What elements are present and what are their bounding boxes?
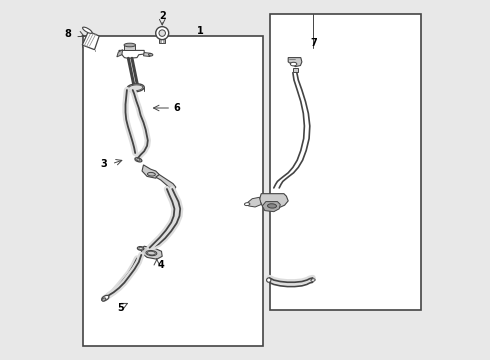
Ellipse shape xyxy=(245,203,250,206)
Polygon shape xyxy=(82,31,99,50)
Ellipse shape xyxy=(137,159,140,161)
Polygon shape xyxy=(248,197,261,207)
Text: 1: 1 xyxy=(196,26,203,36)
Text: 4: 4 xyxy=(158,260,165,270)
Ellipse shape xyxy=(139,247,143,249)
Ellipse shape xyxy=(102,295,109,301)
Ellipse shape xyxy=(148,53,153,56)
Polygon shape xyxy=(262,202,280,212)
Ellipse shape xyxy=(128,85,143,91)
Polygon shape xyxy=(156,175,176,190)
Polygon shape xyxy=(288,58,302,67)
Ellipse shape xyxy=(268,204,276,208)
Ellipse shape xyxy=(267,278,271,282)
Text: 7: 7 xyxy=(310,38,317,48)
Ellipse shape xyxy=(170,187,175,190)
Text: 5: 5 xyxy=(118,303,124,313)
Polygon shape xyxy=(119,50,144,58)
Ellipse shape xyxy=(102,298,106,301)
Text: 2: 2 xyxy=(159,11,166,21)
Circle shape xyxy=(156,27,169,40)
Ellipse shape xyxy=(146,251,157,256)
Ellipse shape xyxy=(137,247,144,250)
Ellipse shape xyxy=(147,251,155,255)
Bar xyxy=(83,36,263,346)
Circle shape xyxy=(159,30,166,36)
Text: 3: 3 xyxy=(100,159,107,169)
Polygon shape xyxy=(142,165,159,178)
Ellipse shape xyxy=(124,43,136,47)
Polygon shape xyxy=(117,50,122,57)
Ellipse shape xyxy=(147,172,155,176)
Polygon shape xyxy=(259,194,288,210)
Bar xyxy=(270,14,421,310)
Text: 6: 6 xyxy=(173,103,180,113)
Polygon shape xyxy=(124,45,135,50)
Ellipse shape xyxy=(135,158,142,162)
Text: 8: 8 xyxy=(65,29,72,39)
Polygon shape xyxy=(293,68,298,72)
Ellipse shape xyxy=(291,62,297,66)
Polygon shape xyxy=(141,246,162,259)
Ellipse shape xyxy=(311,279,315,282)
Ellipse shape xyxy=(82,27,92,33)
Polygon shape xyxy=(159,39,166,43)
Polygon shape xyxy=(144,53,151,57)
Ellipse shape xyxy=(127,84,144,92)
